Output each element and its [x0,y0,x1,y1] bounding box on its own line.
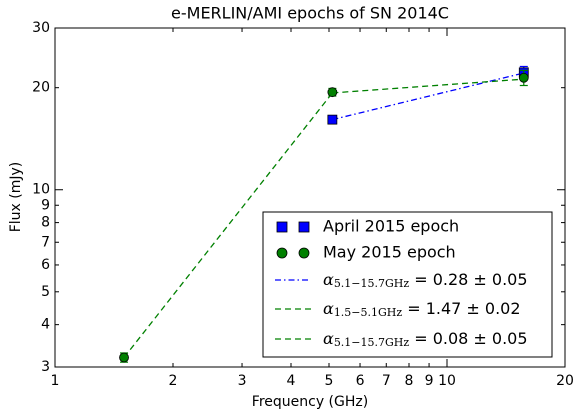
y-tick-label: 7 [41,234,50,250]
x-tick-label: 9 [425,373,434,389]
marker [327,87,338,98]
y-tick-label: 3 [41,359,50,375]
y-tick-label: 8 [41,215,50,231]
marker [327,114,338,125]
legend-subscript: 5.1−15.7GHz [334,277,410,290]
x-tick-label: 1 [51,373,60,389]
legend-value: = 0.08 ± 0.05 [414,329,527,348]
legend-symbol: α [323,329,334,348]
x-tick-label: 5 [325,373,334,389]
legend-value: = 1.47 ± 0.02 [407,299,520,318]
y-tick-label: 5 [41,284,50,300]
legend-label: α5.1−15.7GHz = 0.08 ± 0.05 [323,329,528,350]
x-tick-label: 10 [438,373,456,389]
y-tick-label: 10 [32,182,50,198]
x-tick-label: 7 [382,373,391,389]
fit-line [332,72,524,121]
legend-symbol: α [323,299,334,318]
legend-marker [276,221,288,233]
fit-line [123,92,333,358]
y-tick-label: 6 [41,257,50,273]
x-tick-label: 20 [556,373,574,389]
legend-symbol: α [323,270,334,289]
marker [119,352,129,363]
x-axis-label: Frequency (GHz) [252,394,368,410]
legend-box [262,211,553,358]
x-tick-label: 8 [405,373,414,389]
y-tick-label: 9 [41,197,50,213]
plot-frame [54,27,566,368]
legend-label: α1.5−5.1GHz = 1.47 ± 0.02 [323,299,521,320]
legend-label: α5.1−15.7GHz = 0.28 ± 0.05 [323,270,528,291]
y-tick-label: 4 [41,317,50,333]
legend-label: April 2015 epoch [323,217,459,236]
fit-line [332,78,524,94]
y-axis-label: Flux (mJy) [8,162,24,233]
legend-marker [298,221,310,233]
x-tick-label: 3 [238,373,247,389]
x-tick-label: 6 [356,373,365,389]
marker [518,72,529,83]
x-tick-label: 4 [287,373,296,389]
legend-marker [276,247,288,259]
chart-title: e-MERLIN/AMI epochs of SN 2014C [171,4,449,23]
legend-subscript: 5.1−15.7GHz [334,336,410,349]
legend-value: = 0.28 ± 0.05 [414,270,527,289]
legend-subscript: 1.5−5.1GHz [334,306,403,319]
legend-marker [298,247,310,259]
y-tick-label: 30 [32,20,50,36]
y-tick-label: 20 [32,80,50,96]
x-tick-label: 2 [169,373,178,389]
legend-label: May 2015 epoch [323,243,456,262]
